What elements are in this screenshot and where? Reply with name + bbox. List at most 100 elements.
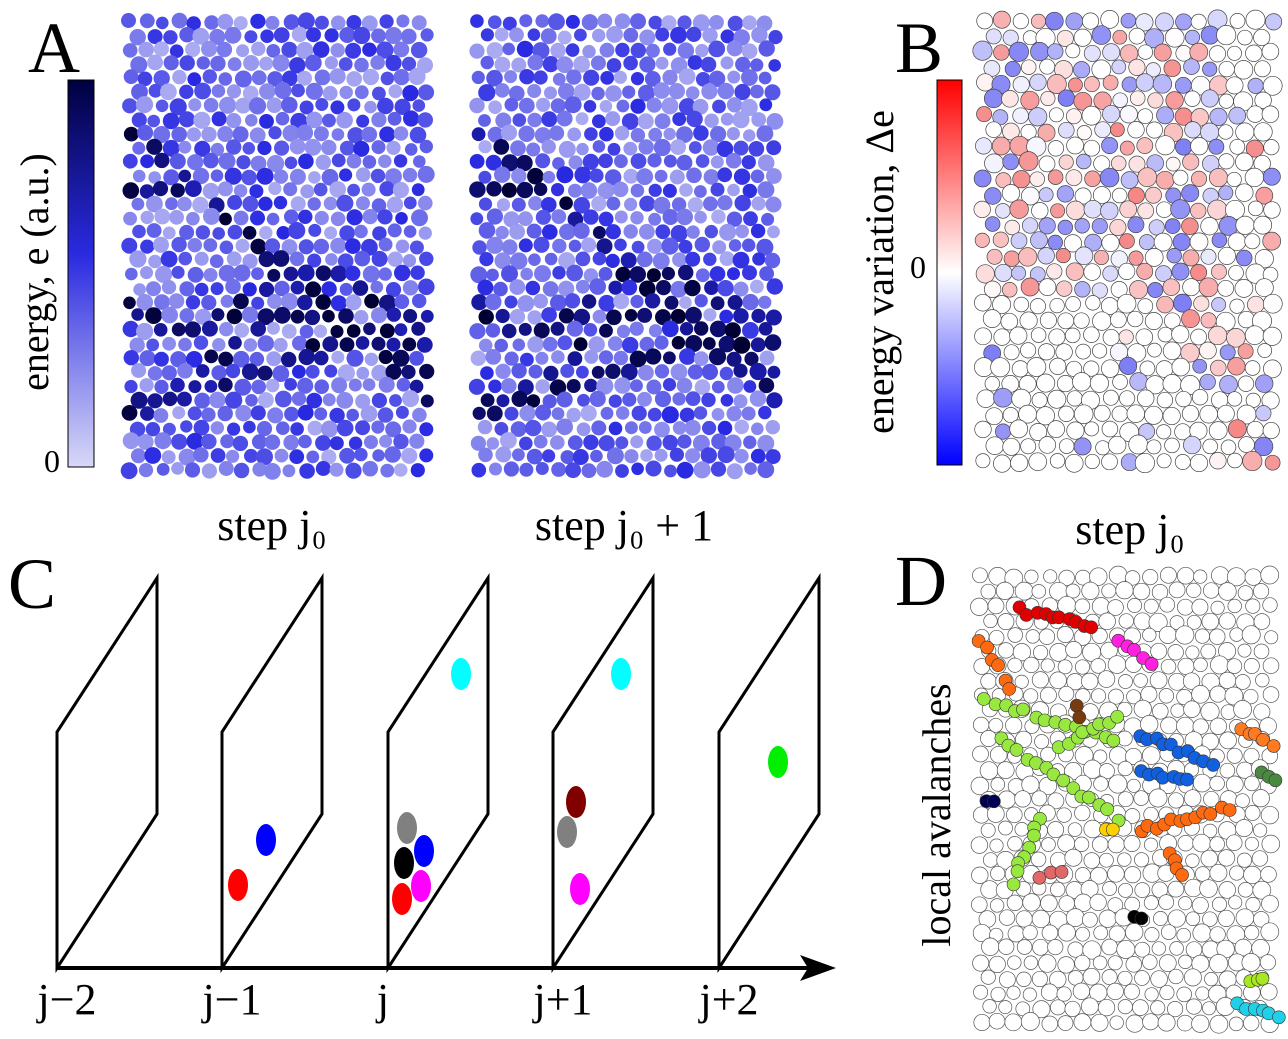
particle xyxy=(1146,121,1163,139)
particle xyxy=(542,449,556,463)
particle xyxy=(192,167,210,185)
particle xyxy=(519,14,533,28)
particle xyxy=(419,422,434,437)
particle xyxy=(233,210,249,226)
particle xyxy=(1014,822,1030,837)
particle xyxy=(1012,107,1029,124)
particle xyxy=(670,280,688,298)
particle xyxy=(1029,171,1045,187)
particle xyxy=(1030,42,1050,62)
particle xyxy=(615,464,629,478)
particle xyxy=(744,462,757,475)
particle xyxy=(646,435,662,451)
particle xyxy=(1124,570,1141,586)
particle xyxy=(1107,835,1125,854)
particle xyxy=(669,447,685,462)
particle xyxy=(256,167,274,185)
particle xyxy=(1151,941,1166,956)
particle xyxy=(478,309,494,325)
particle xyxy=(120,462,138,480)
particle xyxy=(752,252,766,266)
particle xyxy=(1228,264,1244,281)
particle xyxy=(132,224,146,239)
particle xyxy=(192,27,210,45)
particle xyxy=(379,126,396,143)
particle xyxy=(312,41,330,58)
particle xyxy=(1020,277,1040,297)
particle xyxy=(320,420,338,438)
particle xyxy=(549,125,565,141)
particle xyxy=(290,196,306,212)
particle xyxy=(472,240,487,255)
particle xyxy=(1001,90,1019,108)
particle xyxy=(257,335,275,352)
particle xyxy=(556,391,573,408)
particle xyxy=(679,407,695,423)
particle xyxy=(709,266,726,282)
particle xyxy=(1002,437,1021,456)
particle xyxy=(250,13,266,29)
particle xyxy=(352,280,369,296)
particle xyxy=(616,99,630,113)
particle xyxy=(750,58,764,72)
particle xyxy=(233,16,248,31)
particle xyxy=(1057,219,1073,236)
particle xyxy=(630,379,643,393)
particle xyxy=(1136,262,1154,280)
particle xyxy=(1145,62,1161,78)
particle xyxy=(220,434,235,449)
particle xyxy=(1101,938,1118,956)
particle xyxy=(468,378,485,395)
step-labels: j−2 j−1 j j+1 j+2 xyxy=(35,975,758,1024)
particle xyxy=(1022,987,1037,1002)
particle xyxy=(1026,357,1047,377)
particle xyxy=(372,449,385,462)
particle xyxy=(1261,834,1281,854)
particle xyxy=(1041,924,1059,942)
particle xyxy=(1185,998,1203,1015)
particle xyxy=(418,195,433,211)
events xyxy=(228,658,788,915)
particle xyxy=(728,239,742,252)
particle xyxy=(1175,138,1193,156)
particle xyxy=(409,126,427,144)
particle xyxy=(980,673,997,690)
particle xyxy=(1081,911,1098,928)
particle xyxy=(1243,658,1260,674)
particle xyxy=(767,225,780,239)
particle xyxy=(1107,897,1124,913)
particle xyxy=(676,154,693,171)
particle xyxy=(378,376,395,393)
particle xyxy=(273,169,289,184)
particle xyxy=(719,223,737,241)
particle xyxy=(1172,233,1191,252)
particle xyxy=(187,72,202,87)
particle xyxy=(244,30,258,44)
event xyxy=(394,847,414,879)
particle xyxy=(1255,374,1274,393)
particle xyxy=(583,100,597,113)
particle xyxy=(596,460,613,478)
particle xyxy=(1090,688,1107,704)
particle xyxy=(1102,265,1119,282)
particle xyxy=(1142,627,1157,643)
particle xyxy=(709,320,727,338)
particle xyxy=(1126,689,1142,705)
particle xyxy=(469,323,486,340)
particle xyxy=(486,236,504,254)
particle xyxy=(614,377,631,394)
particle xyxy=(495,225,509,240)
particle xyxy=(196,56,210,70)
particle xyxy=(1081,581,1100,600)
particle xyxy=(1065,43,1081,59)
particle xyxy=(1002,29,1019,46)
particle xyxy=(489,462,502,476)
particle xyxy=(1218,93,1234,109)
particle xyxy=(678,264,694,281)
particle xyxy=(307,420,323,436)
particle xyxy=(1227,357,1246,376)
particle xyxy=(1225,76,1244,95)
particle xyxy=(727,70,741,84)
particle xyxy=(1138,423,1156,440)
particle xyxy=(1245,44,1263,62)
